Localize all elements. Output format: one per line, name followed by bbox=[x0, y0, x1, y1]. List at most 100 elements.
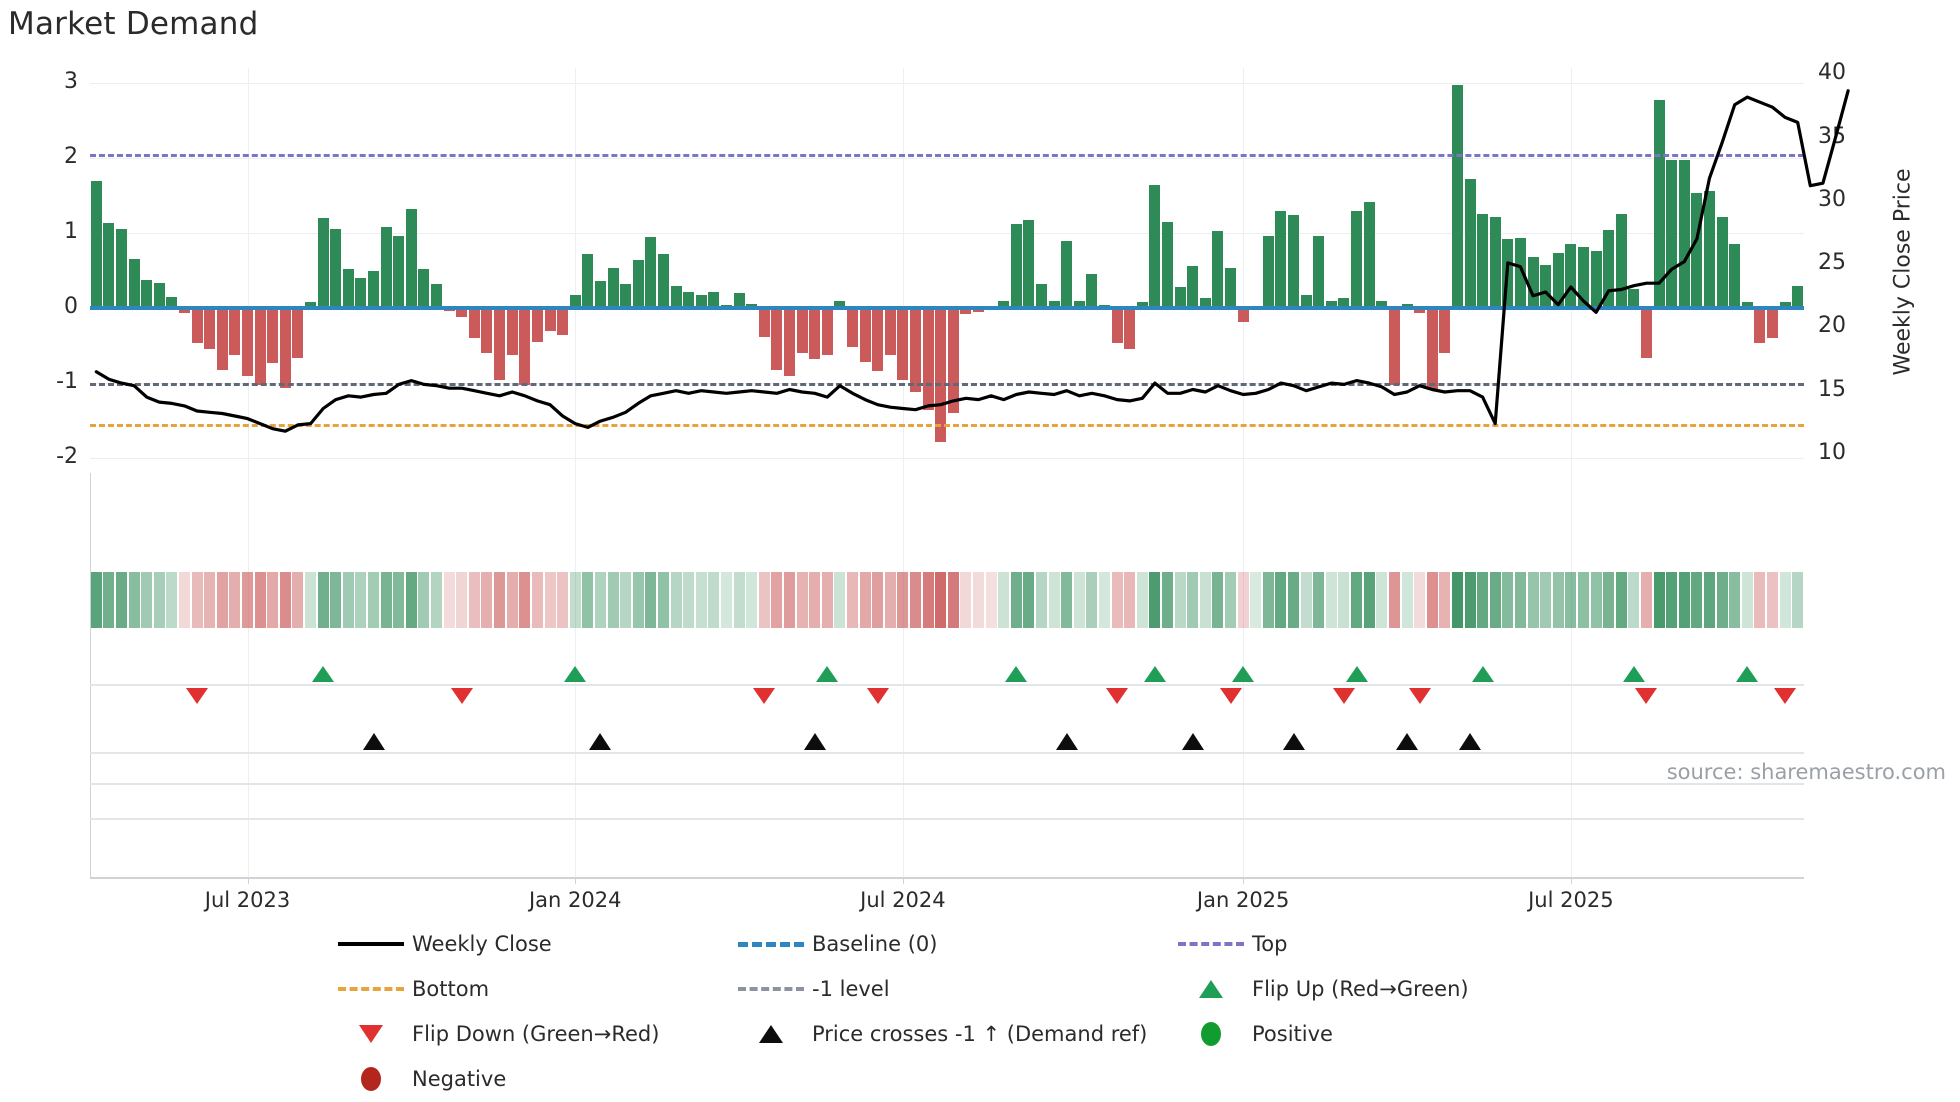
heatmap-cell bbox=[431, 572, 443, 628]
heatmap-cell bbox=[191, 572, 203, 628]
top-reference-line bbox=[90, 154, 1804, 158]
baseline-tick bbox=[1350, 306, 1364, 310]
price-cross-marker-icon bbox=[803, 733, 826, 750]
heatmap-cell bbox=[821, 572, 833, 628]
demand-bar bbox=[1779, 302, 1791, 308]
legend-item[interactable]: Flip Down (Green→Red) bbox=[330, 1015, 730, 1053]
baseline-tick bbox=[1009, 306, 1023, 310]
triangle-up-black-icon bbox=[759, 1025, 783, 1043]
demand-bar bbox=[1199, 297, 1211, 308]
heatmap-cell bbox=[657, 572, 669, 628]
heatmap-cell bbox=[1766, 572, 1778, 628]
demand-bar bbox=[418, 269, 430, 308]
legend-item[interactable]: Bottom bbox=[330, 970, 730, 1008]
baseline-tick bbox=[1639, 306, 1653, 310]
gridline bbox=[90, 83, 1804, 84]
demand-bar bbox=[1124, 308, 1136, 349]
demand-bar bbox=[783, 308, 795, 376]
heatmap-cell bbox=[1388, 572, 1400, 628]
demand-bar bbox=[1111, 308, 1123, 343]
heatmap-cell bbox=[418, 572, 430, 628]
legend-key bbox=[1170, 1022, 1252, 1046]
heatmap-cell bbox=[468, 572, 480, 628]
legend-item[interactable]: Flip Up (Red→Green) bbox=[1170, 970, 1600, 1008]
heatmap-cell bbox=[620, 572, 632, 628]
demand-bar bbox=[1489, 216, 1501, 308]
legend-item[interactable]: Weekly Close bbox=[330, 925, 730, 963]
heatmap-cell bbox=[1023, 572, 1035, 628]
heatmap-cell bbox=[695, 572, 707, 628]
heatmap-cell bbox=[242, 572, 254, 628]
legend-item[interactable]: Price crosses -1 ↑ (Demand ref) bbox=[730, 1015, 1170, 1053]
heatmap-cell bbox=[1754, 572, 1766, 628]
legend-item[interactable]: Top bbox=[1170, 925, 1600, 963]
heatmap-cell bbox=[128, 572, 140, 628]
heatmap-cell bbox=[1099, 572, 1111, 628]
baseline-tick bbox=[115, 306, 128, 310]
baseline-tick bbox=[1035, 306, 1049, 310]
baseline-tick bbox=[1362, 306, 1376, 310]
baseline-tick bbox=[1463, 306, 1477, 310]
heatmap-cell bbox=[569, 572, 581, 628]
baseline-tick bbox=[732, 306, 746, 310]
baseline-tick bbox=[1123, 306, 1137, 310]
baseline-tick bbox=[1501, 306, 1515, 310]
baseline-tick bbox=[1022, 306, 1036, 310]
heatmap-cell bbox=[1325, 572, 1337, 628]
baseline-tick bbox=[694, 306, 708, 310]
heatmap-cell bbox=[1187, 572, 1199, 628]
heatmap-cell bbox=[103, 572, 115, 628]
neg1-line-swatch bbox=[738, 987, 804, 991]
heatmap-cell bbox=[1010, 572, 1022, 628]
demand-bar bbox=[1237, 308, 1249, 322]
heatmap-cell bbox=[279, 572, 291, 628]
y-axis-right-label: Weekly Close Price bbox=[1890, 168, 1916, 376]
baseline-tick bbox=[241, 306, 255, 310]
heatmap-cell bbox=[809, 572, 821, 628]
heatmap-cell bbox=[1502, 572, 1514, 628]
heatmap-cell bbox=[1741, 572, 1753, 628]
demand-bar bbox=[279, 308, 291, 389]
demand-bar bbox=[960, 308, 972, 314]
vertical-gridline bbox=[902, 68, 904, 877]
demand-bar bbox=[1262, 236, 1274, 308]
demand-bar bbox=[1401, 303, 1413, 308]
heatmap-cell bbox=[393, 572, 405, 628]
baseline-tick bbox=[1161, 306, 1175, 310]
demand-bar bbox=[1653, 99, 1665, 308]
demand-bar bbox=[1615, 213, 1627, 308]
heatmap-cell bbox=[1313, 572, 1325, 628]
chart-legend: Weekly Close Baseline (0) Top Bottom -1 leve… bbox=[330, 925, 1690, 1098]
baseline-tick bbox=[430, 306, 444, 310]
heatmap-cell bbox=[1527, 572, 1539, 628]
baseline-tick bbox=[1413, 306, 1427, 310]
heatmap-cell bbox=[342, 572, 354, 628]
legend-empty bbox=[1170, 1060, 1600, 1098]
demand-bar bbox=[1086, 273, 1098, 308]
baseline-tick bbox=[820, 306, 834, 310]
flip-up-marker-icon bbox=[312, 666, 335, 682]
heatmap-cell bbox=[1086, 572, 1098, 628]
baseline-tick bbox=[1299, 306, 1313, 310]
legend-item[interactable]: Positive bbox=[1170, 1015, 1600, 1053]
heatmap-cell bbox=[1729, 572, 1741, 628]
heatmap-cell bbox=[481, 572, 493, 628]
legend-item[interactable]: Negative bbox=[330, 1060, 730, 1098]
baseline-tick bbox=[1098, 306, 1112, 310]
legend-item[interactable]: Baseline (0) bbox=[730, 925, 1170, 963]
flip-up-marker-icon bbox=[564, 666, 587, 682]
heatmap-cell bbox=[519, 572, 531, 628]
demand-bar bbox=[1477, 213, 1489, 308]
baseline-tick bbox=[1450, 306, 1464, 310]
demand-bar bbox=[506, 308, 518, 355]
baseline-tick bbox=[367, 306, 381, 310]
demand-bar bbox=[859, 308, 871, 362]
demand-bar bbox=[305, 302, 317, 308]
baseline-tick bbox=[102, 306, 116, 310]
legend-item[interactable]: -1 level bbox=[730, 970, 1170, 1008]
baseline-tick bbox=[1728, 306, 1742, 310]
flip-down-marker-icon bbox=[1408, 688, 1431, 704]
baseline-tick bbox=[316, 306, 330, 310]
legend-key bbox=[730, 933, 812, 955]
baseline-tick bbox=[493, 306, 507, 310]
